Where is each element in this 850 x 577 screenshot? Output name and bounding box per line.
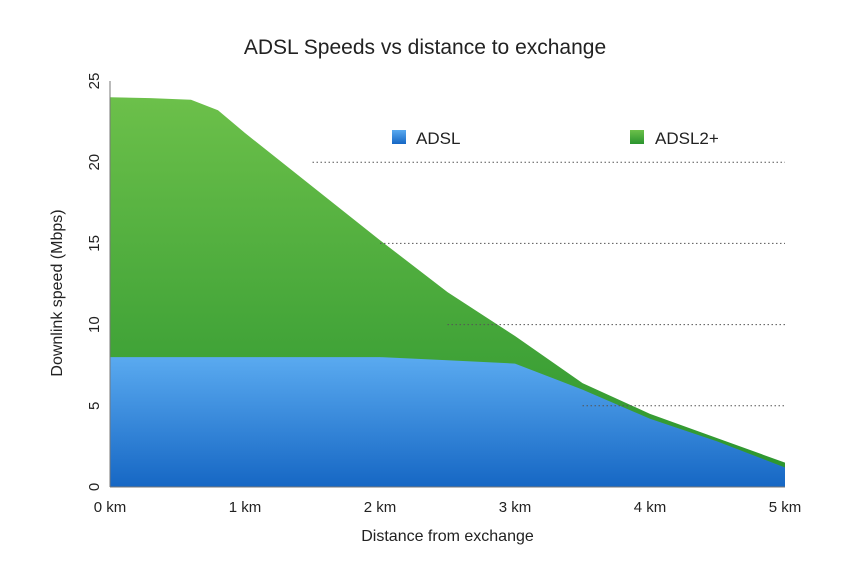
legend-swatch-adsl — [392, 130, 406, 144]
legend-label-adsl2plus: ADSL2+ — [655, 129, 719, 148]
y-tick-label: 5 — [86, 402, 103, 410]
x-tick-label: 0 km — [94, 499, 127, 516]
legend-swatch-adsl2plus — [630, 130, 644, 144]
x-tick-label: 3 km — [499, 499, 532, 516]
legend-label-adsl: ADSL — [416, 129, 460, 148]
x-axis-label: Distance from exchange — [361, 528, 534, 545]
chart-title: ADSL Speeds vs distance to exchange — [243, 36, 607, 59]
y-tick-label: 15 — [86, 235, 103, 252]
x-tick-label: 5 km — [769, 499, 802, 516]
series-area-adsl — [110, 357, 785, 487]
x-tick-label: 4 km — [634, 499, 667, 516]
y-tick-label: 0 — [86, 483, 103, 491]
x-tick-label: 2 km — [364, 499, 397, 516]
y-tick-label: 10 — [86, 316, 103, 333]
x-tick-label: 1 km — [229, 499, 262, 516]
y-tick-label: 25 — [86, 73, 103, 90]
y-tick-label: 20 — [86, 154, 103, 171]
